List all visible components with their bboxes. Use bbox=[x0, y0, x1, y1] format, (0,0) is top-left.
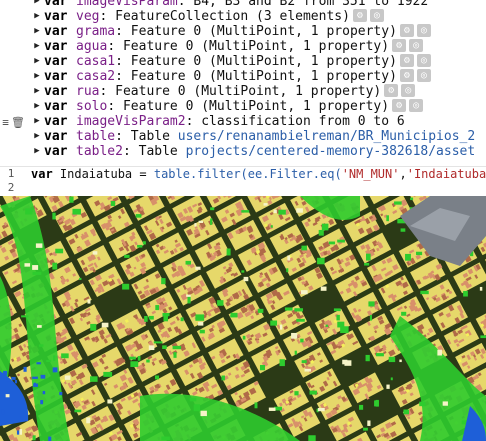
import-description: casa1: Feature 0 (MultiPoint, 1 property… bbox=[76, 54, 431, 69]
code-function: table.filter(ee.Filter.eq( bbox=[153, 167, 342, 181]
expand-arrow-icon[interactable]: ▶ bbox=[34, 116, 40, 126]
import-row-casa2[interactable]: ▶ var casa2: Feature 0 (MultiPoint, 1 prop… bbox=[0, 69, 486, 84]
import-row-table[interactable]: ▶ var table: Table users/renanambielreman/… bbox=[0, 129, 486, 144]
expand-arrow-icon[interactable]: ▶ bbox=[34, 146, 40, 156]
import-row-grama[interactable]: ▶ var grama: Feature 0 (MultiPoint, 1 prop… bbox=[0, 24, 486, 39]
import-name[interactable]: agua bbox=[76, 39, 108, 54]
import-description: grama: Feature 0 (MultiPoint, 1 property… bbox=[76, 24, 431, 39]
gear-icon[interactable]: ⚙ bbox=[352, 9, 367, 22]
target-icon[interactable]: ◎ bbox=[416, 24, 431, 37]
import-name[interactable]: grama bbox=[76, 24, 116, 39]
import-keyword: var bbox=[44, 0, 68, 9]
gear-icon[interactable]: ⚙ bbox=[392, 39, 407, 52]
code-editor[interactable]: 1 var Indaiatuba = table.filter(ee.Filte… bbox=[0, 166, 486, 197]
import-keyword: var bbox=[44, 9, 68, 24]
import-keyword: var bbox=[44, 39, 68, 54]
import-type: : Feature 0 (MultiPoint, 1 property) bbox=[115, 54, 397, 69]
import-keyword: var bbox=[44, 144, 68, 159]
import-description: rua: Feature 0 (MultiPoint, 1 property) ⚙… bbox=[76, 84, 416, 99]
row-hover-actions: ≡ 🗑 bbox=[0, 115, 26, 129]
import-row-agua[interactable]: ▶ var agua: Feature 0 (MultiPoint, 1 prope… bbox=[0, 39, 486, 54]
import-name[interactable]: table bbox=[76, 129, 116, 144]
import-row-imageVisParam2[interactable]: ≡ 🗑 ▶ var imageVisParam2: classification fro… bbox=[0, 114, 486, 129]
gear-icon[interactable]: ⚙ bbox=[399, 69, 414, 82]
import-name[interactable]: table2 bbox=[76, 144, 123, 159]
import-name[interactable]: solo bbox=[76, 99, 108, 114]
line-number-1: 1 bbox=[7, 167, 15, 180]
imports-panel: ▶ var imageVisParam: B4, B3 and B2 from 35… bbox=[0, 0, 486, 166]
import-description: solo: Feature 0 (MultiPoint, 1 property)… bbox=[76, 99, 424, 114]
import-row-rua[interactable]: ▶ var rua: Feature 0 (MultiPoint, 1 proper… bbox=[0, 84, 486, 99]
import-name[interactable]: veg bbox=[76, 9, 100, 24]
line-number-2: 2 bbox=[7, 181, 15, 194]
code-line-1[interactable]: var Indaiatuba = table.filter(ee.Filter.… bbox=[31, 167, 486, 181]
asset-link[interactable]: users/renanambielreman/BR_Municipios_2 bbox=[177, 129, 476, 144]
target-icon[interactable]: ◎ bbox=[401, 84, 416, 97]
target-icon[interactable]: ◎ bbox=[409, 39, 424, 52]
expand-arrow-icon[interactable]: ▶ bbox=[34, 56, 40, 66]
target-icon[interactable]: ◎ bbox=[416, 54, 431, 67]
import-row-imageVisParam[interactable]: ▶ var imageVisParam: B4, B3 and B2 from 35… bbox=[0, 0, 486, 9]
expand-arrow-icon[interactable]: ▶ bbox=[34, 11, 40, 21]
asset-link[interactable]: projects/centered-memory-382618/asset bbox=[185, 144, 476, 159]
import-name[interactable]: rua bbox=[76, 84, 100, 99]
map-view[interactable] bbox=[0, 196, 486, 441]
import-name[interactable]: imageVisParam bbox=[76, 0, 178, 9]
delete-icon[interactable]: ≡ bbox=[2, 116, 9, 129]
code-comma: , bbox=[399, 167, 407, 181]
import-row-veg[interactable]: ▶ var veg: FeatureCollection (3 elements) ⚙… bbox=[0, 9, 486, 24]
import-keyword: var bbox=[44, 69, 68, 84]
classification-map[interactable] bbox=[0, 196, 486, 441]
import-type: : B4, B3 and B2 from 351 to 1922 bbox=[177, 0, 429, 9]
import-keyword: var bbox=[44, 114, 68, 129]
import-type: : Feature 0 (MultiPoint, 1 property) bbox=[107, 99, 390, 114]
target-icon[interactable]: ◎ bbox=[416, 69, 431, 82]
trash-icon[interactable]: 🗑 bbox=[11, 116, 25, 129]
import-keyword: var bbox=[44, 99, 68, 114]
import-keyword: var bbox=[44, 84, 68, 99]
code-string-1: 'NM_MUN' bbox=[341, 167, 400, 181]
import-type: : Table bbox=[122, 144, 186, 159]
import-row-table2[interactable]: ▶ var table2: Table projects/centered-memo… bbox=[0, 144, 486, 159]
code-string-2: 'Indaiatuba' bbox=[406, 167, 486, 181]
gear-icon[interactable]: ⚙ bbox=[392, 99, 407, 112]
import-keyword: var bbox=[44, 54, 68, 69]
import-row-casa1[interactable]: ▶ var casa1: Feature 0 (MultiPoint, 1 prop… bbox=[0, 54, 486, 69]
import-description: table: Table users/renanambielreman/BR_M… bbox=[76, 129, 475, 144]
import-name[interactable]: imageVisParam2 bbox=[76, 114, 186, 129]
target-icon[interactable]: ◎ bbox=[369, 9, 384, 22]
import-type: : Feature 0 (MultiPoint, 1 property) bbox=[115, 69, 397, 84]
import-keyword: var bbox=[44, 24, 68, 39]
import-description: imageVisParam2: classification from 0 to… bbox=[76, 114, 405, 129]
import-description: casa2: Feature 0 (MultiPoint, 1 property… bbox=[76, 69, 431, 84]
import-keyword: var bbox=[44, 129, 68, 144]
gear-icon[interactable]: ⚙ bbox=[399, 24, 414, 37]
expand-arrow-icon[interactable]: ▶ bbox=[34, 101, 40, 111]
import-row-solo[interactable]: ▶ var solo: Feature 0 (MultiPoint, 1 prope… bbox=[0, 99, 486, 114]
import-description: imageVisParam: B4, B3 and B2 from 351 to… bbox=[76, 0, 428, 9]
target-icon[interactable]: ◎ bbox=[409, 99, 424, 112]
gear-icon[interactable]: ⚙ bbox=[384, 84, 399, 97]
expand-arrow-icon[interactable]: ▶ bbox=[34, 131, 40, 141]
import-type: : Feature 0 (MultiPoint, 1 property) bbox=[107, 39, 390, 54]
import-type: : Feature 0 (MultiPoint, 1 property) bbox=[115, 24, 397, 39]
import-type: : FeatureCollection (3 elements) bbox=[99, 9, 350, 24]
import-name[interactable]: casa2 bbox=[76, 69, 116, 84]
import-description: veg: FeatureCollection (3 elements) ⚙ ◎ bbox=[76, 9, 384, 24]
import-name[interactable]: casa1 bbox=[76, 54, 116, 69]
import-description: table2: Table projects/centered-memory-3… bbox=[76, 144, 475, 159]
expand-arrow-icon[interactable]: ▶ bbox=[34, 0, 40, 6]
expand-arrow-icon[interactable]: ▶ bbox=[34, 26, 40, 36]
gear-icon[interactable]: ⚙ bbox=[399, 54, 414, 67]
import-description: agua: Feature 0 (MultiPoint, 1 property)… bbox=[76, 39, 424, 54]
import-type: : Feature 0 (MultiPoint, 1 property) bbox=[99, 84, 382, 99]
expand-arrow-icon[interactable]: ▶ bbox=[34, 71, 40, 81]
import-type: : classification from 0 to 6 bbox=[185, 114, 405, 129]
expand-arrow-icon[interactable]: ▶ bbox=[34, 86, 40, 96]
import-type: : Table bbox=[115, 129, 178, 144]
code-keyword: var bbox=[31, 167, 53, 181]
expand-arrow-icon[interactable]: ▶ bbox=[34, 41, 40, 51]
code-text: Indaiatuba = bbox=[52, 167, 154, 181]
